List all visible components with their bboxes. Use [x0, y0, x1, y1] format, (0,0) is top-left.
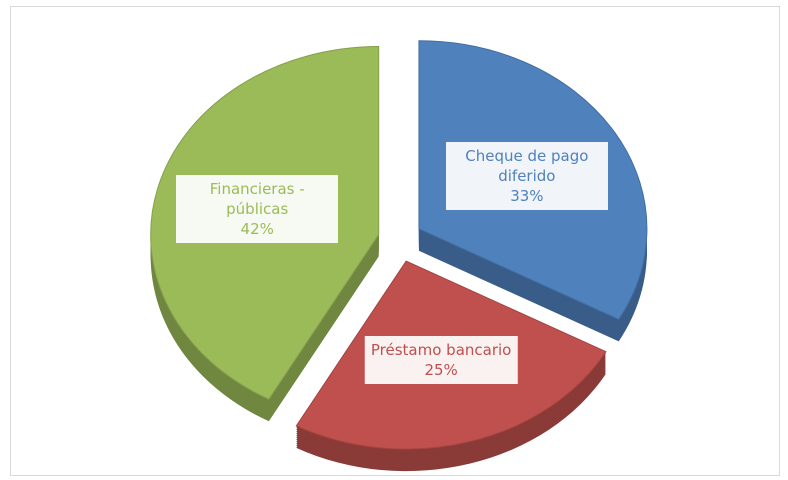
data-label: Financieras - públicas 42% — [176, 174, 339, 243]
chart-frame — [10, 6, 780, 476]
category-label: Financieras - públicas — [209, 179, 305, 218]
value-label: 33% — [510, 187, 544, 206]
category-label: Préstamo bancario — [370, 341, 512, 360]
category-label: Cheque de pago diferido — [465, 147, 589, 186]
value-label: 42% — [240, 219, 274, 238]
value-label: 25% — [424, 361, 458, 380]
data-label: Cheque de pago diferido 33% — [445, 142, 608, 211]
data-label: Préstamo bancario 25% — [364, 336, 518, 385]
